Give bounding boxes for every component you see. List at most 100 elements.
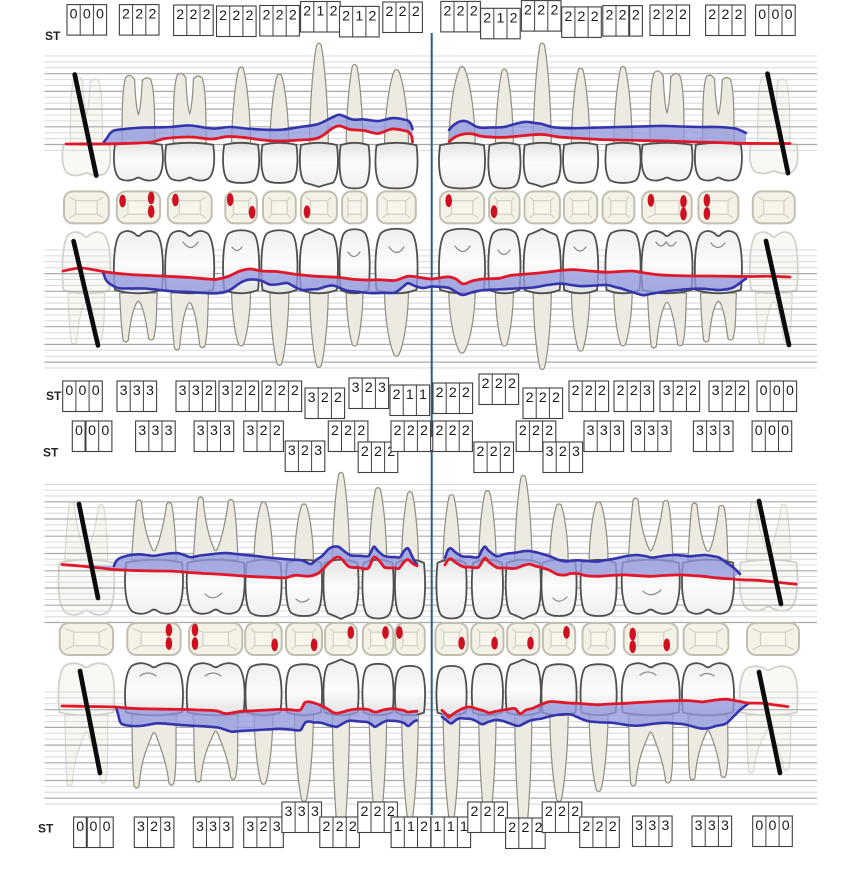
svg-text:1: 1 — [434, 819, 442, 835]
svg-text:2: 2 — [609, 819, 617, 835]
svg-text:2: 2 — [721, 7, 729, 23]
svg-text:2: 2 — [321, 390, 329, 406]
svg-text:2: 2 — [387, 804, 395, 820]
svg-text:3: 3 — [223, 423, 231, 439]
svg-text:2: 2 — [291, 383, 299, 399]
svg-text:0: 0 — [96, 7, 104, 23]
svg-text:2: 2 — [545, 423, 553, 439]
svg-text:2: 2 — [303, 4, 311, 20]
svg-text:3: 3 — [634, 423, 642, 439]
svg-text:3: 3 — [288, 443, 296, 459]
svg-text:0: 0 — [769, 818, 777, 834]
svg-text:2: 2 — [394, 423, 402, 439]
svg-text:0: 0 — [773, 383, 781, 399]
svg-text:2: 2 — [360, 804, 368, 820]
svg-text:3: 3 — [696, 423, 704, 439]
svg-text:0: 0 — [785, 7, 793, 23]
svg-text:2: 2 — [524, 3, 532, 19]
svg-text:2: 2 — [407, 423, 415, 439]
svg-text:2: 2 — [232, 8, 240, 24]
svg-text:2: 2 — [521, 820, 529, 836]
svg-text:2: 2 — [357, 423, 365, 439]
svg-text:2: 2 — [205, 383, 213, 399]
svg-text:3: 3 — [179, 383, 187, 399]
svg-text:0: 0 — [83, 7, 91, 23]
svg-text:0: 0 — [755, 818, 763, 834]
svg-text:3: 3 — [165, 423, 173, 439]
svg-text:2: 2 — [449, 423, 457, 439]
svg-text:2: 2 — [449, 385, 457, 401]
svg-text:2: 2 — [344, 423, 352, 439]
svg-text:3: 3 — [197, 423, 205, 439]
svg-text:2: 2 — [519, 423, 527, 439]
svg-text:3: 3 — [613, 423, 621, 439]
svg-text:0: 0 — [92, 383, 100, 399]
svg-text:2: 2 — [150, 819, 158, 835]
svg-text:2: 2 — [248, 383, 256, 399]
svg-text:2: 2 — [490, 444, 498, 460]
svg-text:2: 2 — [605, 8, 613, 24]
svg-text:2: 2 — [420, 423, 428, 439]
svg-text:0: 0 — [786, 383, 794, 399]
svg-text:2: 2 — [260, 819, 268, 835]
svg-text:2: 2 — [477, 444, 485, 460]
svg-text:2: 2 — [510, 10, 518, 26]
svg-text:2: 2 — [482, 376, 490, 392]
svg-text:2: 2 — [385, 4, 393, 20]
svg-text:0: 0 — [101, 423, 109, 439]
svg-text:2: 2 — [470, 804, 478, 820]
svg-text:3: 3 — [163, 819, 171, 835]
svg-text:1: 1 — [496, 10, 504, 26]
svg-text:2: 2 — [598, 383, 606, 399]
svg-text:3: 3 — [246, 423, 254, 439]
svg-text:3: 3 — [120, 383, 128, 399]
svg-text:1: 1 — [460, 819, 468, 835]
svg-text:3: 3 — [210, 423, 218, 439]
svg-text:2: 2 — [301, 443, 309, 459]
svg-text:2: 2 — [679, 7, 687, 23]
svg-text:3: 3 — [546, 444, 554, 460]
svg-text:2: 2 — [653, 7, 661, 23]
svg-text:2: 2 — [122, 7, 130, 23]
svg-text:3: 3 — [572, 444, 580, 460]
svg-text:2: 2 — [436, 385, 444, 401]
svg-text:2: 2 — [276, 8, 284, 24]
svg-text:3: 3 — [709, 423, 717, 439]
svg-text:3: 3 — [273, 819, 281, 835]
svg-text:ST: ST — [38, 822, 54, 836]
svg-text:3: 3 — [647, 423, 655, 439]
svg-text:2: 2 — [585, 383, 593, 399]
svg-text:2: 2 — [330, 4, 338, 20]
svg-text:2: 2 — [235, 383, 243, 399]
svg-text:0: 0 — [782, 818, 790, 834]
svg-text:2: 2 — [278, 383, 286, 399]
svg-text:2: 2 — [322, 819, 330, 835]
svg-text:0: 0 — [755, 423, 763, 439]
svg-text:2: 2 — [349, 819, 357, 835]
svg-text:2: 2 — [495, 376, 503, 392]
svg-text:2: 2 — [219, 8, 227, 24]
svg-text:2: 2 — [369, 8, 377, 24]
svg-text:2: 2 — [591, 9, 599, 25]
svg-text:0: 0 — [65, 383, 73, 399]
svg-text:2: 2 — [508, 820, 516, 836]
svg-text:3: 3 — [721, 818, 729, 834]
svg-text:3: 3 — [146, 383, 154, 399]
svg-text:2: 2 — [342, 8, 350, 24]
svg-text:2: 2 — [331, 423, 339, 439]
svg-text:3: 3 — [222, 383, 230, 399]
svg-text:3: 3 — [298, 804, 306, 820]
svg-text:2: 2 — [497, 804, 505, 820]
svg-text:2: 2 — [365, 380, 373, 396]
svg-text:3: 3 — [138, 423, 146, 439]
svg-text:0: 0 — [103, 819, 111, 835]
svg-text:ST: ST — [43, 446, 59, 460]
svg-text:2: 2 — [508, 376, 516, 392]
svg-text:2: 2 — [582, 819, 590, 835]
svg-text:3: 3 — [378, 380, 386, 396]
svg-text:3: 3 — [662, 818, 670, 834]
svg-text:2: 2 — [435, 423, 443, 439]
svg-text:2: 2 — [708, 7, 716, 23]
svg-text:3: 3 — [285, 804, 293, 820]
svg-text:1: 1 — [419, 387, 427, 403]
